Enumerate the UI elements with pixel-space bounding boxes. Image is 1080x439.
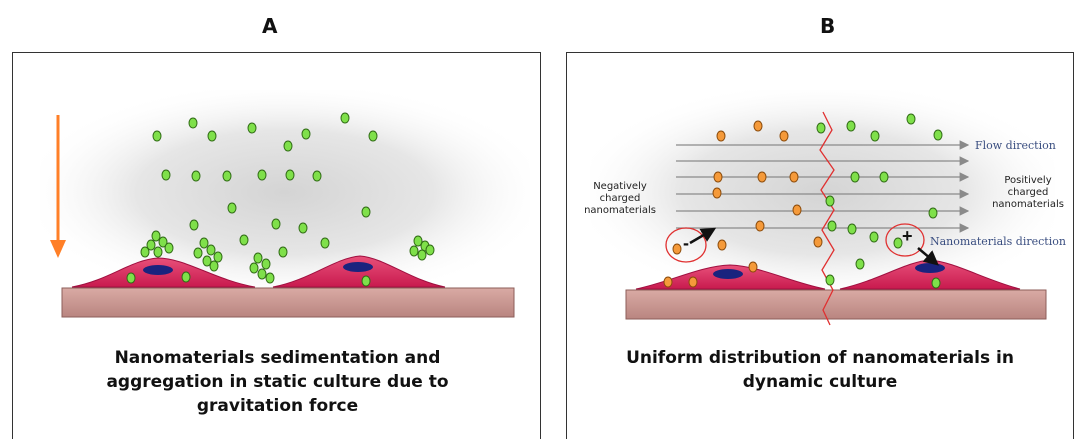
panel-a-caption-line-3: gravitation force (196, 396, 359, 416)
plus-sign: + (902, 226, 913, 246)
negative-charge-line-2: charged (599, 193, 641, 204)
green-nanoparticles (816, 113, 943, 289)
nucleus (343, 262, 373, 272)
panel-a-caption-line-1: Nanomaterials sedimentation and (114, 348, 441, 368)
panel-b-caption-line-1: Uniform distribution of nanomaterials in (626, 348, 1014, 368)
nanomaterials-direction-label: Nanomaterials direction (930, 235, 1066, 248)
panel-b-caption: Uniform distribution of nanomaterials in… (590, 346, 1050, 394)
negative-charge-line-3: nanomaterials (584, 205, 656, 216)
panel-b-scene (590, 90, 1055, 326)
panel-a-caption-line-2: aggregation in static culture due to (106, 372, 449, 392)
positive-charge-line-2: charged (1007, 187, 1049, 198)
nucleus (915, 263, 945, 273)
negative-charge-line-1: Negatively (593, 181, 647, 192)
negative-particle-highlight (665, 227, 707, 263)
panel-a-haze (40, 90, 530, 295)
panel-a-caption: Nanomaterials sedimentation and aggregat… (40, 346, 515, 418)
nanomaterial-direction-arrows (689, 227, 939, 266)
panel-b-substrate (625, 289, 1047, 320)
gravity-arrow-icon (50, 115, 66, 258)
static-dynamic-divider (819, 111, 835, 326)
nucleus (713, 269, 743, 279)
panel-a-substrate (61, 287, 515, 318)
panel-a-cell-right (272, 255, 446, 288)
orange-nanoparticles (663, 120, 823, 288)
panel-b-letter: B (820, 14, 836, 38)
panel-a-letter: A (262, 14, 278, 38)
positive-charge-line-1: Positively (1004, 175, 1052, 186)
negative-charge-label: Negatively charged nanomaterials (580, 181, 660, 217)
panel-a-cell-left (71, 257, 256, 288)
positive-particle-highlight (885, 223, 925, 257)
flow-direction-arrows (676, 140, 970, 233)
panel-a-scene (40, 90, 530, 318)
nucleus (143, 265, 173, 275)
positive-charge-line-3: nanomaterials (992, 199, 1064, 210)
panel-b-caption-line-2: dynamic culture (742, 372, 898, 392)
flow-direction-label: Flow direction (975, 139, 1056, 152)
minus-sign: - (683, 233, 689, 253)
positive-charge-label: Positively charged nanomaterials (988, 175, 1068, 211)
panel-a-nanoparticles (126, 112, 435, 287)
